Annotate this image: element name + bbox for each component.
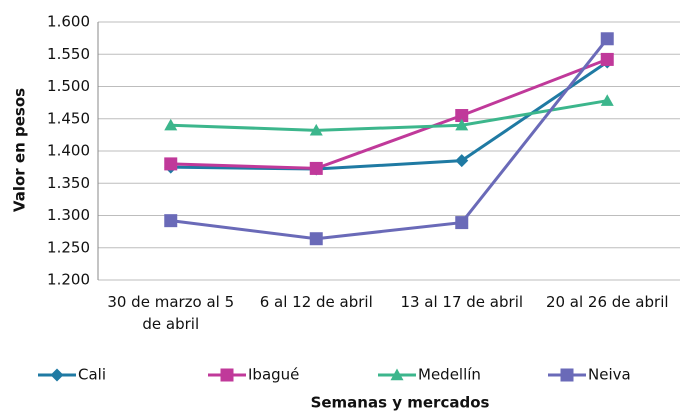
y-tick-label: 1.250	[47, 238, 90, 256]
data-point	[164, 157, 178, 171]
y-tick-label: 1.450	[47, 109, 90, 127]
series-line	[170, 60, 609, 171]
data-point	[455, 118, 469, 131]
legend-marker	[220, 368, 234, 382]
x-tick-label: 30 de marzo al 5 de abril	[107, 293, 234, 333]
x-tick-label: 20 al 26 de abril	[546, 293, 669, 311]
y-tick-label: 1.500	[47, 77, 90, 95]
series-line	[170, 99, 608, 132]
legend-label: Ibagué	[248, 366, 299, 384]
y-axis-title: Valor en pesos	[11, 88, 29, 212]
data-point	[164, 214, 178, 228]
legend-label: Medellín	[418, 366, 481, 384]
data-point	[455, 109, 469, 123]
y-tick-label: 1.550	[47, 45, 90, 63]
y-tick-label: 1.400	[47, 142, 90, 160]
data-point	[600, 32, 614, 46]
x-axis-title: Semanas y mercados	[311, 394, 490, 412]
legend-marker	[390, 368, 404, 381]
y-tick-label: 1.600	[47, 13, 90, 31]
data-point	[455, 216, 469, 230]
y-tick-label: 1.300	[47, 206, 90, 224]
data-point	[600, 94, 614, 106]
data-point	[309, 161, 323, 175]
data-point	[164, 118, 178, 131]
x-tick-label: 6 al 12 de abril	[260, 293, 373, 311]
data-point	[309, 232, 323, 246]
y-tick-label: 1.350	[47, 174, 90, 192]
legend-marker	[560, 368, 574, 382]
data-point	[309, 123, 323, 136]
x-tick-label: 13 al 17 de abril	[400, 293, 523, 311]
legend-marker	[50, 368, 64, 382]
series-line	[170, 58, 608, 170]
legend-label: Neiva	[588, 366, 631, 384]
data-point	[455, 154, 469, 168]
legend-label: Cali	[78, 366, 106, 384]
data-point	[600, 52, 614, 66]
y-tick-label: 1.200	[47, 271, 90, 289]
series-line	[170, 37, 609, 241]
